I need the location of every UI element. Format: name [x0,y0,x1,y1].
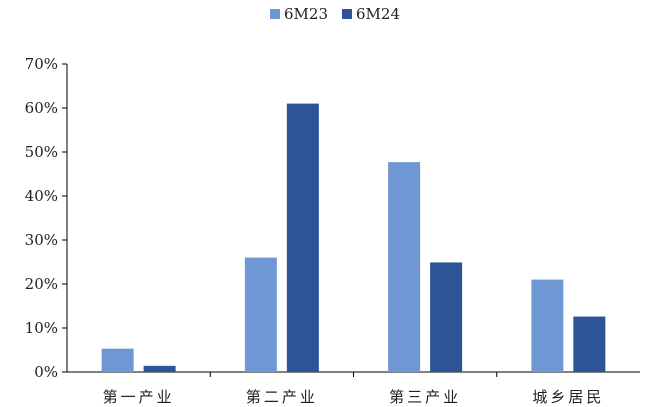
bar-6m24-0 [143,365,176,372]
y-tick-label: 40% [25,187,58,205]
y-tick-label: 50% [25,143,58,161]
bar-6m23-0 [101,348,134,372]
x-tick-label: 城乡居民 [532,388,604,406]
bar-6m23-1 [244,257,277,372]
bar-6m24-3 [573,316,606,372]
legend: 6M23 6M24 [270,5,400,23]
legend-label-6m23: 6M23 [284,5,328,23]
y-tick-label: 10% [25,319,58,337]
bar-6m23-3 [531,279,564,372]
y-axis: 0% 10% 20% 30% 40% 50% 60% 70% [25,55,68,381]
y-tick-label: 20% [25,275,58,293]
legend-label-6m24: 6M24 [356,5,400,23]
x-tick-label: 第一产业 [103,388,175,406]
y-tick-label: 70% [25,55,58,73]
bar-6m23-2 [388,162,421,372]
y-tick-label: 30% [25,231,58,249]
bars [101,103,606,372]
y-tick-label: 0% [34,363,58,381]
x-axis: 第一产业 第二产业 第三产业 城乡居民 [67,371,640,406]
x-tick-label: 第三产业 [389,388,461,406]
legend-swatch-6m23 [270,9,280,19]
bar-6m24-1 [286,103,319,372]
x-tick-label: 第二产业 [246,388,318,406]
bar-6m24-2 [430,262,463,372]
y-tick-label: 60% [25,99,58,117]
legend-swatch-6m24 [342,9,352,19]
